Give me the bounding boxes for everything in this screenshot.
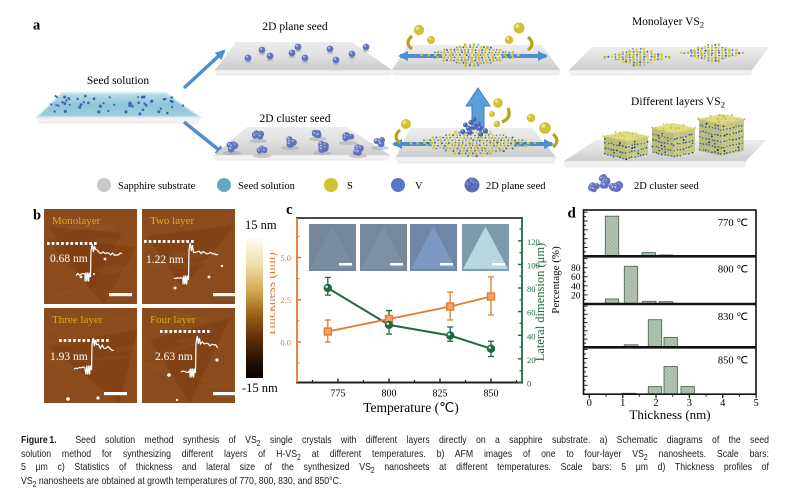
svg-text:850: 850 xyxy=(484,389,499,400)
svg-text:Seed solution: Seed solution xyxy=(238,181,296,192)
svg-text:2.63 nm: 2.63 nm xyxy=(155,351,193,363)
svg-text:80: 80 xyxy=(571,264,581,274)
svg-text:Two layer: Two layer xyxy=(150,215,194,227)
svg-text:-15 nm: -15 nm xyxy=(242,381,278,395)
svg-text:40: 40 xyxy=(527,331,536,341)
svg-text:2D plane seed: 2D plane seed xyxy=(486,181,546,192)
svg-text:0: 0 xyxy=(527,379,531,389)
svg-text:Temperature (℃): Temperature (℃) xyxy=(363,400,459,415)
svg-text:20: 20 xyxy=(527,355,536,365)
svg-text:2D cluster seed: 2D cluster seed xyxy=(260,113,331,125)
svg-text:Lateral dimension (μm): Lateral dimension (μm) xyxy=(533,243,547,361)
svg-text:2: 2 xyxy=(653,398,658,409)
svg-text:Sapphire substrate: Sapphire substrate xyxy=(118,181,196,192)
svg-text:40: 40 xyxy=(571,282,581,292)
svg-text:Thickness (nm): Thickness (nm) xyxy=(270,252,278,336)
svg-text:2D plane seed: 2D plane seed xyxy=(262,21,327,33)
svg-text:2.5: 2.5 xyxy=(280,295,291,305)
svg-text:Three layer: Three layer xyxy=(52,314,103,326)
svg-text:3: 3 xyxy=(687,398,692,409)
svg-text:S: S xyxy=(347,181,353,192)
svg-text:5: 5 xyxy=(753,398,758,409)
svg-text:Monolayer: Monolayer xyxy=(52,215,101,227)
svg-text:4: 4 xyxy=(720,398,726,409)
svg-text:0: 0 xyxy=(587,398,592,409)
svg-text:60: 60 xyxy=(571,273,581,283)
svg-text:b: b xyxy=(33,208,41,224)
svg-text:5.0: 5.0 xyxy=(280,253,291,263)
svg-text:800 ℃: 800 ℃ xyxy=(718,264,748,275)
svg-text:0.68 nm: 0.68 nm xyxy=(50,253,88,265)
svg-text:0.0: 0.0 xyxy=(280,338,291,348)
svg-text:c: c xyxy=(286,202,293,218)
svg-text:20: 20 xyxy=(571,291,581,301)
svg-text:60: 60 xyxy=(527,308,536,318)
svg-text:825: 825 xyxy=(433,389,448,400)
svg-text:Monolayer VS2: Monolayer VS2 xyxy=(632,16,704,30)
svg-text:Thickness (nm): Thickness (nm) xyxy=(629,407,710,422)
svg-text:d: d xyxy=(568,205,577,221)
svg-text:770 ℃: 770 ℃ xyxy=(718,218,748,229)
svg-text:100: 100 xyxy=(527,260,540,270)
svg-text:850 ℃: 850 ℃ xyxy=(718,355,748,366)
svg-text:1.93 nm: 1.93 nm xyxy=(50,351,88,363)
svg-text:120: 120 xyxy=(527,237,540,247)
svg-text:15 nm: 15 nm xyxy=(245,218,277,232)
svg-text:2D cluster seed: 2D cluster seed xyxy=(634,181,699,192)
svg-text:V: V xyxy=(415,181,423,192)
svg-text:1.22 nm: 1.22 nm xyxy=(146,254,184,266)
svg-text:Four layer: Four layer xyxy=(150,314,196,326)
svg-text:a: a xyxy=(33,18,41,34)
svg-text:80: 80 xyxy=(527,284,536,294)
svg-text:1: 1 xyxy=(620,398,625,409)
svg-text:Percentage (%): Percentage (%) xyxy=(550,246,562,314)
svg-text:775: 775 xyxy=(331,389,346,400)
svg-text:Different layers VS2: Different layers VS2 xyxy=(631,96,725,110)
svg-text:Seed solution: Seed solution xyxy=(87,75,150,87)
svg-text:800: 800 xyxy=(382,389,397,400)
svg-text:830 ℃: 830 ℃ xyxy=(718,312,748,323)
